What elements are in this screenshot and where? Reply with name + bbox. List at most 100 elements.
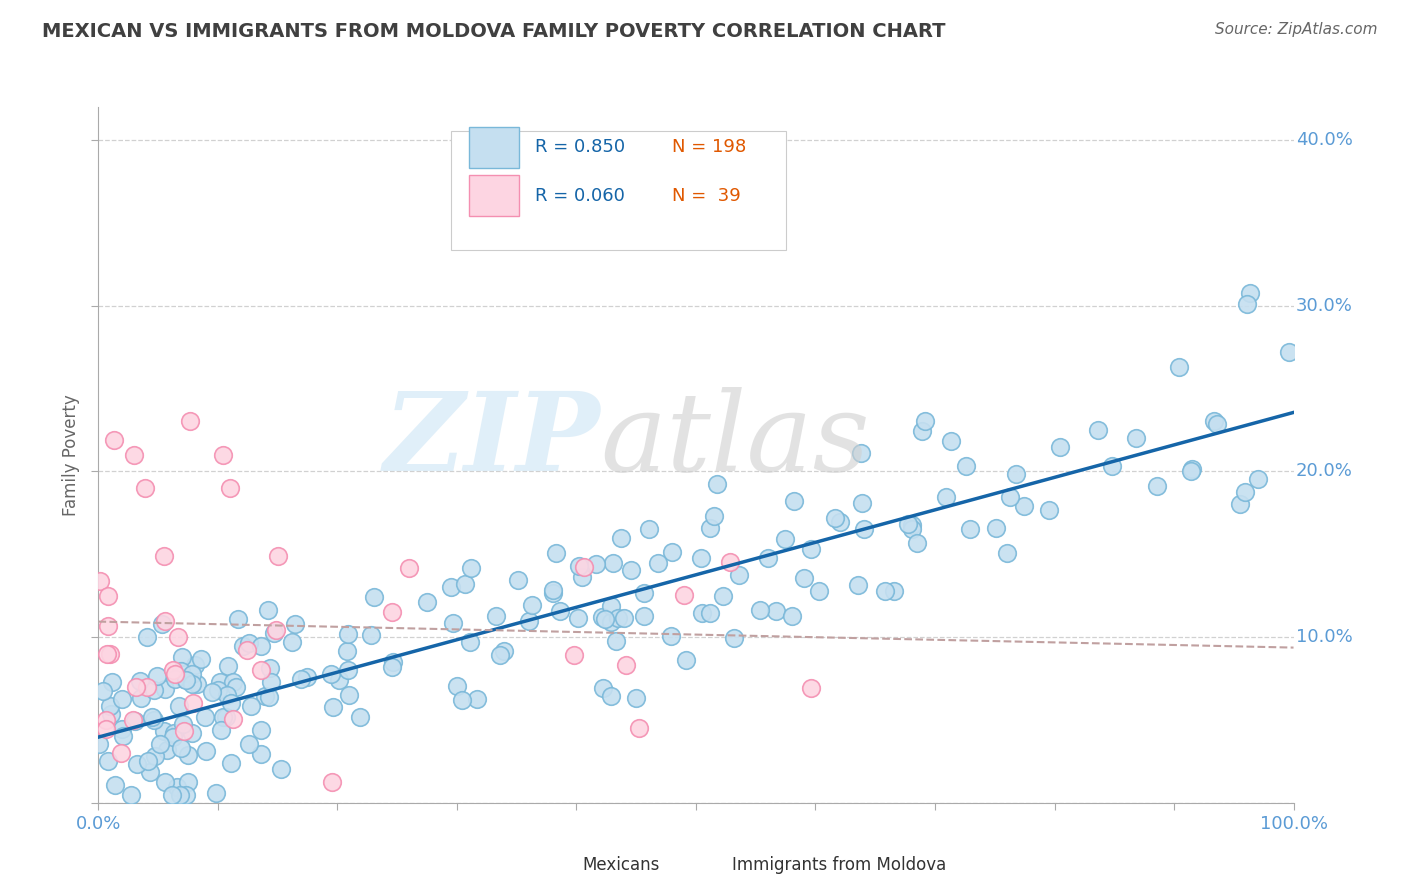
- Point: [184, 657, 207, 672]
- Point: [360, 628, 382, 642]
- Point: [153, 775, 176, 789]
- Point: [593, 612, 616, 626]
- Point: [250, 747, 273, 761]
- Point: [205, 786, 228, 800]
- Point: [97, 755, 120, 769]
- Point: [173, 724, 195, 739]
- Point: [454, 577, 477, 591]
- Point: [783, 493, 806, 508]
- Text: Immigrants from Moldova: Immigrants from Moldova: [733, 855, 946, 874]
- Text: N =  39: N = 39: [672, 186, 741, 205]
- Point: [1180, 464, 1202, 478]
- Point: [139, 765, 162, 780]
- Text: Mexicans: Mexicans: [582, 855, 659, 874]
- Point: [170, 741, 193, 756]
- FancyBboxPatch shape: [470, 127, 519, 168]
- Point: [134, 481, 156, 495]
- Point: [91, 684, 114, 698]
- Point: [176, 788, 198, 802]
- Point: [846, 578, 869, 592]
- Point: [567, 610, 589, 624]
- Point: [775, 532, 797, 546]
- Point: [217, 659, 239, 673]
- Point: [1229, 497, 1251, 511]
- Point: [225, 680, 247, 694]
- Text: Source: ZipAtlas.com: Source: ZipAtlas.com: [1215, 22, 1378, 37]
- Point: [853, 522, 876, 536]
- Point: [727, 567, 749, 582]
- Point: [610, 531, 633, 545]
- Point: [162, 730, 184, 744]
- Point: [284, 616, 307, 631]
- Point: [543, 583, 565, 598]
- Text: ZIP: ZIP: [384, 387, 600, 495]
- Point: [96, 647, 118, 661]
- Point: [1233, 485, 1256, 500]
- Point: [172, 650, 194, 665]
- Point: [270, 762, 292, 776]
- Point: [780, 609, 803, 624]
- Point: [322, 699, 344, 714]
- Point: [166, 630, 188, 644]
- Point: [633, 586, 655, 600]
- Point: [97, 589, 120, 603]
- Point: [226, 612, 249, 626]
- Point: [214, 710, 236, 724]
- Point: [337, 688, 360, 702]
- Point: [110, 746, 132, 760]
- Point: [689, 551, 711, 566]
- Point: [87, 738, 110, 752]
- Point: [1004, 467, 1026, 481]
- Point: [111, 692, 134, 706]
- Point: [1236, 296, 1258, 310]
- Point: [254, 689, 277, 703]
- Point: [250, 663, 273, 677]
- Point: [914, 414, 936, 428]
- Point: [905, 535, 928, 549]
- Text: 30.0%: 30.0%: [1296, 297, 1353, 315]
- Point: [101, 675, 124, 690]
- Point: [222, 713, 245, 727]
- Point: [181, 666, 204, 681]
- Point: [637, 522, 659, 536]
- Point: [337, 664, 360, 678]
- Point: [153, 549, 176, 563]
- Point: [256, 603, 278, 617]
- Point: [600, 690, 623, 704]
- Point: [135, 680, 157, 694]
- Point: [212, 448, 235, 462]
- Point: [238, 737, 260, 751]
- Point: [799, 681, 821, 695]
- Point: [659, 629, 682, 643]
- Point: [955, 459, 977, 474]
- Point: [443, 616, 465, 631]
- Point: [585, 558, 607, 572]
- Text: 10.0%: 10.0%: [1296, 628, 1353, 646]
- Point: [748, 603, 770, 617]
- Point: [824, 511, 846, 525]
- Point: [231, 639, 253, 653]
- Point: [605, 633, 627, 648]
- Point: [440, 580, 463, 594]
- Point: [186, 677, 208, 691]
- Point: [98, 647, 121, 661]
- Point: [711, 589, 734, 603]
- Point: [591, 609, 613, 624]
- Point: [1101, 458, 1123, 473]
- Point: [901, 517, 924, 532]
- Point: [959, 522, 981, 536]
- Point: [259, 661, 281, 675]
- Point: [380, 605, 402, 619]
- Point: [592, 681, 614, 696]
- Point: [163, 726, 186, 740]
- Point: [264, 623, 287, 637]
- Point: [935, 490, 957, 504]
- FancyBboxPatch shape: [538, 848, 576, 880]
- Point: [1087, 424, 1109, 438]
- Point: [239, 698, 262, 713]
- Point: [1247, 472, 1270, 486]
- Point: [723, 632, 745, 646]
- Point: [94, 723, 117, 737]
- Point: [201, 685, 224, 699]
- Point: [236, 643, 259, 657]
